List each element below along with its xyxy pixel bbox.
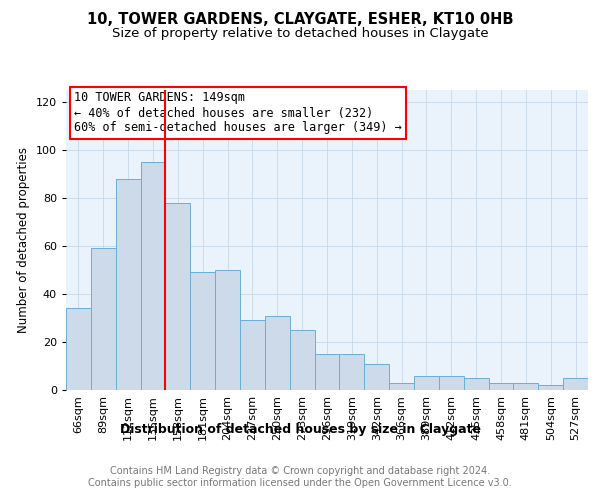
Bar [439, 376, 464, 390]
Text: Distribution of detached houses by size in Claygate: Distribution of detached houses by size … [119, 422, 481, 436]
Bar [116, 179, 140, 390]
Text: 10, TOWER GARDENS, CLAYGATE, ESHER, KT10 0HB: 10, TOWER GARDENS, CLAYGATE, ESHER, KT10… [87, 12, 513, 28]
Bar [265, 316, 290, 390]
Bar [389, 383, 414, 390]
Y-axis label: Number of detached properties: Number of detached properties [17, 147, 30, 333]
Bar [514, 383, 538, 390]
Bar [215, 270, 240, 390]
Bar [240, 320, 265, 390]
Bar [190, 272, 215, 390]
Bar [166, 203, 190, 390]
Bar [364, 364, 389, 390]
Bar [563, 378, 588, 390]
Bar [414, 376, 439, 390]
Bar [340, 354, 364, 390]
Bar [314, 354, 340, 390]
Bar [290, 330, 314, 390]
Bar [91, 248, 116, 390]
Bar [140, 162, 166, 390]
Text: Contains HM Land Registry data © Crown copyright and database right 2024.
Contai: Contains HM Land Registry data © Crown c… [88, 466, 512, 487]
Bar [66, 308, 91, 390]
Text: 10 TOWER GARDENS: 149sqm
← 40% of detached houses are smaller (232)
60% of semi-: 10 TOWER GARDENS: 149sqm ← 40% of detach… [74, 92, 401, 134]
Bar [464, 378, 488, 390]
Bar [488, 383, 514, 390]
Bar [538, 385, 563, 390]
Text: Size of property relative to detached houses in Claygate: Size of property relative to detached ho… [112, 28, 488, 40]
